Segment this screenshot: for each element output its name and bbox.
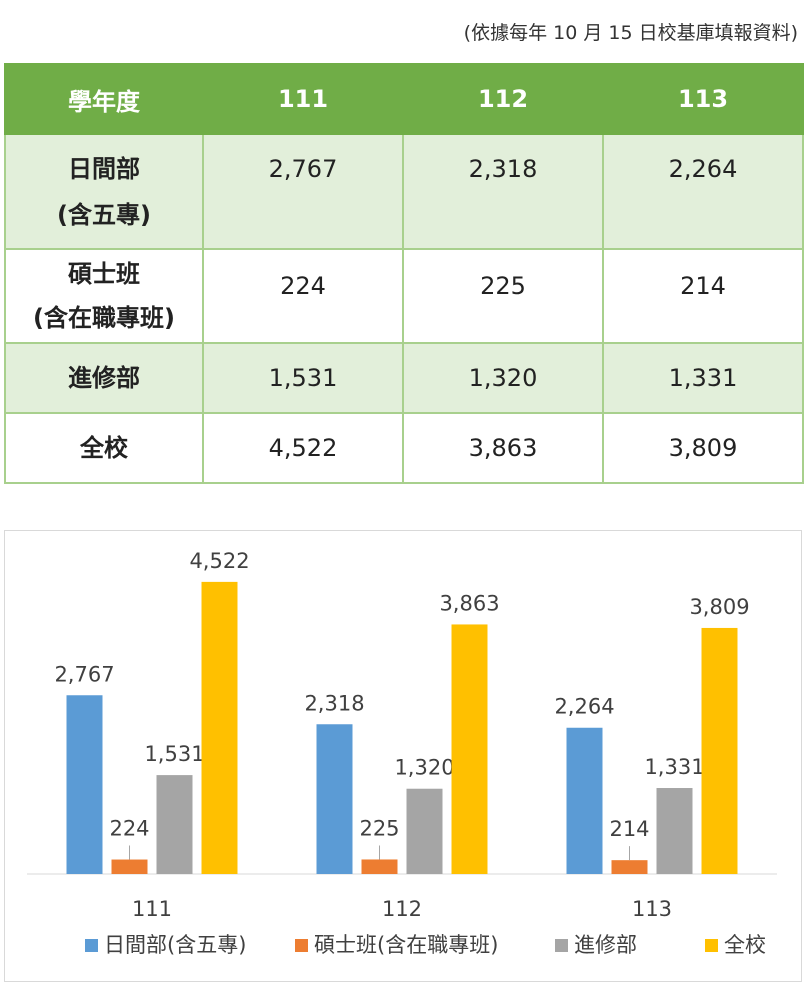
legend-swatch (705, 939, 718, 952)
legend-label: 全校 (724, 933, 766, 957)
bar (566, 727, 603, 874)
data-source-note: (依據每年 10 月 15 日校基庫填報資料) (463, 22, 798, 44)
row-label-line: 進修部 (68, 364, 140, 392)
table-cell: 1,531 (202, 342, 404, 414)
bar (611, 860, 648, 874)
table-cell: 1,331 (602, 342, 804, 414)
data-label: 3,863 (439, 591, 499, 615)
table-cell: 3,863 (402, 412, 604, 484)
table-cell: 225 (402, 248, 604, 344)
data-label: 1,531 (144, 742, 204, 766)
x-tick-label: 112 (382, 897, 422, 921)
header-year: 學年度 (4, 63, 204, 135)
legend-swatch (85, 939, 98, 952)
enrollment-table: 學年度 111 112 113 日間部 (含五專) 2,767 2,318 2,… (4, 63, 804, 484)
header-113: 113 (602, 63, 804, 135)
table-row-day-division: 日間部 (含五專) 2,767 2,318 2,264 (4, 133, 804, 250)
chart-container: 2,767 224 1,531 4,522 111 2,318 225 1,320 3,863 1… (4, 530, 802, 982)
table-cell: 2,767 (202, 133, 404, 250)
x-tick-label: 113 (632, 897, 672, 921)
table-cell: 2,264 (602, 133, 804, 250)
data-label: 1,331 (644, 755, 704, 779)
bar (201, 581, 238, 874)
data-label: 224 (109, 817, 149, 841)
row-label-line: 碩士班 (68, 260, 140, 288)
header-111: 111 (202, 63, 404, 135)
legend-label: 日間部(含五專) (104, 933, 246, 957)
bar (451, 624, 488, 874)
row-label: 碩士班 (含在職專班) (4, 248, 204, 344)
bar (656, 788, 693, 874)
table-cell: 3,809 (602, 412, 804, 484)
bar-chart: 2,767 224 1,531 4,522 111 2,318 225 1,320 3,863 1… (27, 549, 777, 957)
legend-swatch (555, 939, 568, 952)
data-label: 2,767 (54, 662, 114, 686)
legend-label: 碩士班(含在職專班) (314, 933, 498, 957)
data-label: 1,320 (394, 756, 454, 780)
data-label: 4,522 (189, 549, 249, 573)
row-label: 進修部 (4, 342, 204, 414)
bar (66, 695, 103, 874)
x-tick-label: 111 (132, 897, 172, 921)
row-label: 日間部 (含五專) (4, 133, 204, 250)
table-cell: 224 (202, 248, 404, 344)
table-cell: 214 (602, 248, 804, 344)
data-label: 2,264 (554, 695, 614, 719)
table-header-row: 學年度 111 112 113 (4, 63, 804, 135)
legend-label: 進修部 (574, 933, 637, 957)
table-row-whole-school: 全校 4,522 3,863 3,809 (4, 412, 804, 484)
table-row-masters: 碩士班 (含在職專班) 224 225 214 (4, 248, 804, 344)
legend-swatch (295, 939, 308, 952)
data-label: 225 (359, 816, 399, 840)
data-label: 2,318 (304, 691, 364, 715)
row-label-line: (含五專) (57, 200, 151, 229)
table-cell: 4,522 (202, 412, 404, 484)
bar (156, 775, 193, 874)
row-label-line: (含在職專班) (33, 304, 175, 332)
data-label: 214 (609, 817, 649, 841)
table-cell: 1,320 (402, 342, 604, 414)
table-row-continuing-ed: 進修部 1,531 1,320 1,331 (4, 342, 804, 414)
data-label: 3,809 (689, 595, 749, 619)
table-cell: 2,318 (402, 133, 604, 250)
bar (111, 859, 148, 874)
header-112: 112 (402, 63, 604, 135)
bar (701, 627, 738, 874)
bar (406, 788, 443, 874)
row-label: 全校 (4, 412, 204, 484)
row-label-line: 日間部 (68, 154, 140, 183)
row-label-line: 全校 (80, 434, 128, 462)
bar (316, 724, 353, 874)
bar (361, 859, 398, 874)
